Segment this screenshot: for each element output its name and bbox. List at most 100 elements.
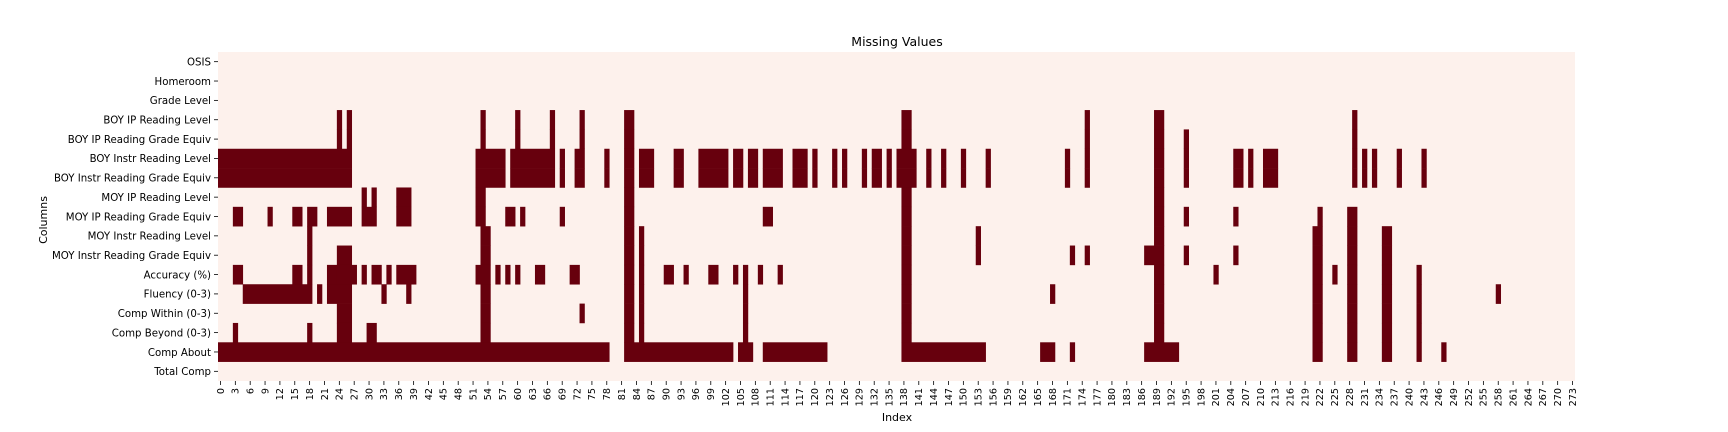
x-tick-label: 153 bbox=[974, 388, 985, 406]
x-tick-label: 75 bbox=[587, 388, 598, 400]
x-tick-label: 219 bbox=[1300, 388, 1311, 406]
x-tick-label: 126 bbox=[840, 388, 851, 406]
x-tick-label: 228 bbox=[1345, 388, 1356, 406]
heatmap-cell bbox=[1312, 284, 1323, 304]
heatmap-cell bbox=[638, 148, 655, 169]
heatmap-cell bbox=[346, 110, 353, 130]
x-tick-labels: 0 3 6 9 12 15 18 21 24 27 30 33 36 39 42 45 48 51 54 57 60 63… bbox=[216, 381, 1579, 406]
y-tick-label: MOY IP Reading Level bbox=[101, 193, 211, 204]
heatmap-cell bbox=[624, 129, 635, 150]
x-tick-label: 111 bbox=[766, 388, 777, 406]
heatmap-cell bbox=[326, 284, 353, 304]
x-tick-label: 183 bbox=[1122, 388, 1133, 406]
heatmap-cell bbox=[1421, 168, 1427, 188]
heatmap-cell bbox=[218, 148, 353, 169]
y-tick-label: Fluency (0-3) bbox=[144, 290, 211, 301]
x-tick-label: 168 bbox=[1048, 388, 1059, 406]
heatmap-cell bbox=[1154, 110, 1165, 130]
x-tick-label: 102 bbox=[721, 388, 732, 406]
heatmap-cell bbox=[638, 264, 645, 285]
heatmap-cell bbox=[777, 264, 783, 285]
y-tick-label: BOY Instr Reading Grade Equiv bbox=[54, 174, 211, 185]
y-tick-label: Comp About bbox=[148, 348, 211, 359]
heatmap-cell bbox=[1381, 264, 1393, 285]
x-tick-label: 123 bbox=[825, 388, 836, 406]
x-tick-label: 33 bbox=[379, 388, 390, 400]
heatmap-cell bbox=[886, 168, 892, 188]
heatmap-cell bbox=[926, 148, 932, 169]
heatmap-cell bbox=[757, 264, 764, 285]
x-tick-label: 204 bbox=[1226, 388, 1237, 406]
heatmap-cell bbox=[941, 168, 947, 188]
heatmap-cell bbox=[292, 206, 303, 227]
heatmap-cell bbox=[1233, 168, 1244, 188]
heatmap-background bbox=[218, 52, 1575, 381]
heatmap-cell bbox=[638, 168, 655, 188]
heatmap-cell bbox=[1381, 284, 1393, 304]
heatmap-cell bbox=[624, 245, 635, 266]
heatmap-cell bbox=[574, 148, 585, 169]
heatmap-cell bbox=[604, 148, 610, 169]
heatmap-cell bbox=[812, 148, 818, 169]
heatmap-cell bbox=[307, 206, 318, 227]
heatmap-cell bbox=[396, 206, 412, 227]
heatmap-cell bbox=[1084, 110, 1090, 130]
heatmap-cell bbox=[1495, 284, 1502, 304]
heatmap-cell bbox=[975, 245, 981, 266]
x-tick-label: 144 bbox=[929, 388, 940, 406]
heatmap-cell bbox=[638, 322, 645, 343]
heatmap-cell bbox=[579, 110, 585, 130]
x-tick-label: 81 bbox=[617, 388, 628, 400]
x-tick-label: 9 bbox=[260, 388, 271, 394]
x-tick-label: 117 bbox=[795, 388, 806, 406]
x-tick-label: 114 bbox=[780, 388, 791, 406]
heatmap-cell bbox=[1396, 148, 1402, 169]
heatmap-cell bbox=[1347, 226, 1358, 246]
x-tick-label: 66 bbox=[543, 388, 554, 400]
heatmap-cell bbox=[698, 168, 729, 188]
x-tick-label: 51 bbox=[468, 388, 479, 400]
y-tick-label: BOY IP Reading Level bbox=[103, 116, 211, 127]
y-tick-label: MOY Instr Reading Grade Equiv bbox=[52, 251, 211, 262]
heatmap-cell bbox=[336, 110, 343, 130]
heatmap-cell bbox=[1154, 129, 1165, 150]
heatmap-cell bbox=[520, 206, 526, 227]
heatmap-cell bbox=[733, 168, 744, 188]
heatmap-cell bbox=[336, 245, 353, 266]
heatmap-cell bbox=[396, 264, 417, 285]
heatmap-cell bbox=[534, 264, 546, 285]
heatmap-cell bbox=[361, 187, 367, 208]
heatmap-cell bbox=[386, 264, 392, 285]
heatmap-cell bbox=[480, 303, 491, 324]
x-tick-label: 108 bbox=[751, 388, 762, 406]
heatmap-cell bbox=[1347, 284, 1358, 304]
heatmap-cell bbox=[861, 168, 868, 188]
heatmap-cell bbox=[1312, 303, 1323, 324]
heatmap-cell bbox=[738, 342, 754, 362]
x-tick-label: 180 bbox=[1107, 388, 1118, 406]
heatmap-cell bbox=[1441, 342, 1447, 362]
heatmap-cell bbox=[886, 148, 892, 169]
heatmap-cell bbox=[901, 129, 912, 150]
x-tick-label: 15 bbox=[290, 388, 301, 400]
heatmap-cell bbox=[1233, 148, 1244, 169]
heatmap-cell bbox=[901, 303, 912, 324]
heatmap-cell bbox=[1347, 342, 1358, 362]
heatmap-cell bbox=[1050, 284, 1056, 304]
heatmap-cell bbox=[1144, 342, 1180, 362]
x-tick-label: 72 bbox=[572, 388, 583, 400]
x-tick-label: 261 bbox=[1508, 388, 1519, 406]
heatmap-cell bbox=[1416, 322, 1422, 343]
heatmap-cell bbox=[515, 110, 521, 130]
x-tick-label: 201 bbox=[1211, 388, 1222, 406]
heatmap-cell bbox=[742, 303, 749, 324]
heatmap-cell bbox=[985, 148, 991, 169]
heatmap-cell bbox=[960, 168, 967, 188]
heatmap-cell bbox=[792, 148, 808, 169]
heatmap-cell bbox=[1362, 168, 1368, 188]
heatmap-plot-area bbox=[218, 52, 1575, 381]
heatmap-cell bbox=[747, 168, 759, 188]
heatmap-cell bbox=[1381, 226, 1393, 246]
heatmap-cell bbox=[1312, 342, 1323, 362]
heatmap-cell bbox=[901, 187, 912, 208]
